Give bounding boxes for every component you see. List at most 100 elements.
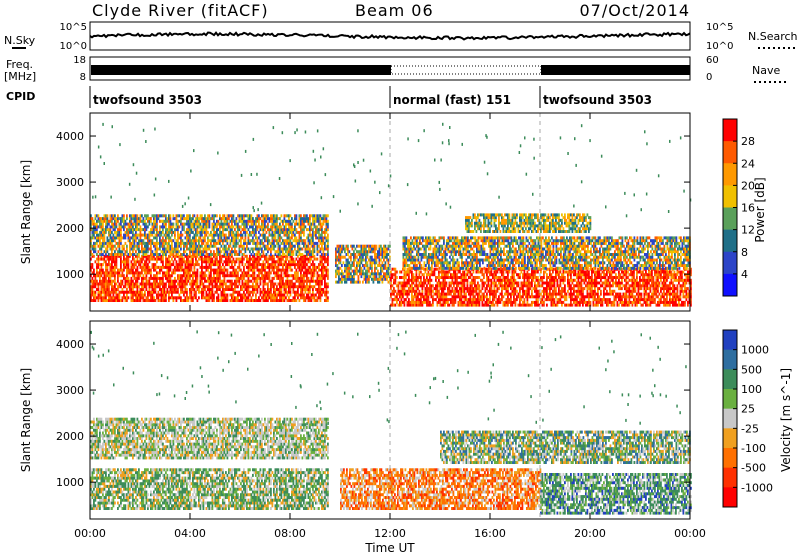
heatmap-cell xyxy=(276,214,278,217)
heatmap-cell xyxy=(195,291,197,294)
heatmap-cell xyxy=(293,258,295,261)
heatmap-cell xyxy=(376,261,378,264)
heatmap-cell xyxy=(143,274,145,277)
heatmap-cell xyxy=(92,266,94,269)
heatmap-cell xyxy=(242,288,244,291)
heatmap-cell xyxy=(376,248,378,251)
heatmap-cell xyxy=(305,239,307,242)
heatmap-cell xyxy=(107,236,109,239)
heatmap-cell xyxy=(218,220,220,223)
heatmap-cell xyxy=(98,214,100,217)
heatmap-cell xyxy=(132,280,134,283)
heatmap-cell xyxy=(485,282,487,285)
heatmap-cell xyxy=(213,294,215,297)
heatmap-cell xyxy=(213,236,215,239)
heatmap-cell xyxy=(134,242,136,245)
heatmap-cell xyxy=(359,264,361,267)
heatmap-cell xyxy=(455,271,457,274)
heatmap-cell xyxy=(326,294,328,297)
heatmap-cell xyxy=(210,231,212,234)
cpid-segment-label: normal (fast) 151 xyxy=(393,93,511,107)
heatmap-cell xyxy=(455,298,457,301)
heatmap-cell xyxy=(225,234,227,237)
heatmap-cell xyxy=(135,231,137,234)
heatmap-cell xyxy=(245,239,247,242)
heatmap-cell xyxy=(146,260,148,263)
heatmap-cell xyxy=(173,263,175,266)
heatmap-cell xyxy=(120,263,122,266)
heatmap-cell xyxy=(488,304,490,307)
heatmap-cell xyxy=(258,223,260,226)
heatmap-cell xyxy=(248,277,250,280)
heatmap-cell xyxy=(285,245,287,248)
heatmap-cell xyxy=(365,248,367,251)
heatmap-cell xyxy=(210,250,212,253)
heatmap-cell xyxy=(494,304,496,307)
heatmap-cell xyxy=(437,304,439,307)
heatmap-cell xyxy=(335,253,337,256)
heatmap-cell xyxy=(125,253,127,256)
heatmap-cell xyxy=(371,270,373,273)
heatmap-cell xyxy=(255,234,257,237)
heatmap-cell xyxy=(385,245,387,248)
heatmap-cell xyxy=(446,295,448,298)
heatmap-cell xyxy=(242,234,244,237)
heatmap-cell xyxy=(209,285,211,288)
heatmap-cell xyxy=(294,248,296,251)
heatmap-cell xyxy=(264,288,266,291)
heatmap-cell xyxy=(143,239,145,242)
heatmap-cell xyxy=(494,287,496,290)
heatmap-cell xyxy=(144,231,146,234)
heatmap-cell xyxy=(92,253,94,256)
heatmap-cell xyxy=(108,223,110,226)
heatmap-cell xyxy=(135,263,137,266)
heatmap-cell xyxy=(266,253,268,256)
heatmap-cell xyxy=(221,236,223,239)
heatmap-cell xyxy=(111,242,113,245)
heatmap-cell xyxy=(147,250,149,253)
heatmap-cell xyxy=(405,298,407,301)
heatmap-cell xyxy=(177,239,179,242)
heatmap-cell xyxy=(96,242,98,245)
heatmap-cell xyxy=(491,284,493,287)
heatmap-cell xyxy=(150,220,152,223)
heatmap-cell xyxy=(494,279,496,282)
heatmap-cell xyxy=(107,217,109,220)
heatmap-cell xyxy=(327,228,329,231)
heatmap-cell xyxy=(167,288,169,291)
heatmap-cell xyxy=(152,250,154,253)
heatmap-cell xyxy=(282,258,284,261)
heatmap-cell xyxy=(174,236,176,239)
heatmap-cell xyxy=(252,236,254,239)
noise-right-tick-top: 10^5 xyxy=(706,22,733,33)
heatmap-cell xyxy=(305,260,307,263)
heatmap-cell xyxy=(122,283,124,286)
heatmap-cell xyxy=(218,294,220,297)
heatmap-cell xyxy=(143,288,145,291)
heatmap-cell xyxy=(327,214,329,217)
heatmap-cell xyxy=(382,270,384,273)
heatmap-cell xyxy=(251,214,253,217)
heatmap-cell xyxy=(459,271,461,274)
heatmap-cell xyxy=(240,239,242,242)
heatmap-cell xyxy=(201,234,203,237)
heatmap-cell xyxy=(209,220,211,223)
heatmap-cell xyxy=(257,283,259,286)
heatmap-cell xyxy=(413,287,415,290)
heatmap-cell xyxy=(132,250,134,253)
heatmap-cell xyxy=(327,271,329,274)
heatmap-cell xyxy=(216,283,218,286)
heatmap-cell xyxy=(260,245,262,248)
heatmap-cell xyxy=(240,225,242,228)
heatmap-cell xyxy=(327,253,329,256)
heatmap-cell xyxy=(388,253,390,256)
heatmap-cell xyxy=(488,276,490,279)
heatmap-cell xyxy=(356,267,358,270)
heatmap-cell xyxy=(498,287,500,290)
heatmap-cell xyxy=(197,214,199,217)
heatmap-cell xyxy=(212,258,214,261)
heatmap-cell xyxy=(149,266,151,269)
heatmap-cell xyxy=(101,294,103,297)
heatmap-cell xyxy=(284,294,286,297)
heatmap-cell xyxy=(233,214,235,217)
